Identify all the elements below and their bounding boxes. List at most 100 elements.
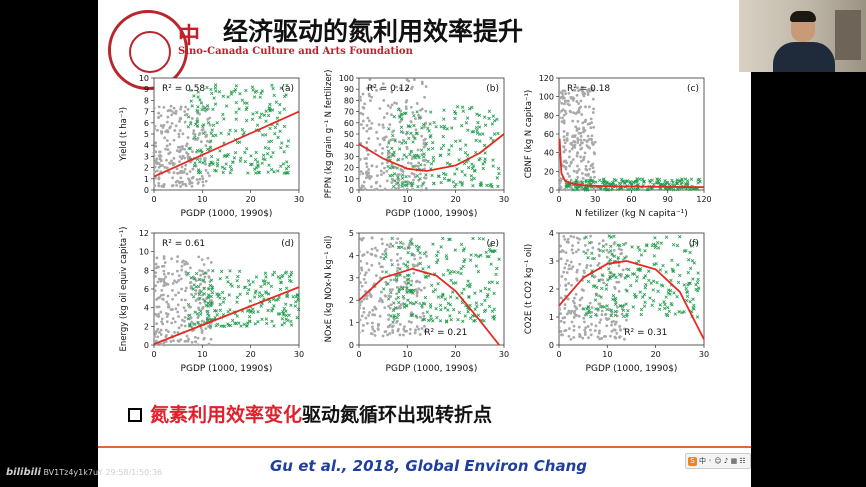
data-point [496,184,500,189]
data-point [582,307,586,311]
data-point [636,245,640,250]
data-point [577,108,581,112]
data-point [186,303,191,307]
data-point [165,300,169,304]
data-point [467,295,471,299]
data-point [395,166,399,170]
y-tick-label: 30 [344,152,354,161]
y-tick-label: 10 [139,74,149,83]
data-point [682,283,687,287]
x-tick-label: 90 [663,195,673,204]
data-point [200,319,204,323]
data-point [210,128,214,132]
data-point [404,263,408,267]
data-point [594,312,598,317]
data-point [490,122,495,126]
data-point [417,245,421,249]
data-point [638,290,642,294]
data-point [221,170,225,175]
data-point [373,329,377,333]
x-tick-label: 20 [246,195,256,204]
data-point [282,306,286,311]
data-point [269,139,274,144]
data-point [417,155,421,160]
data-point [201,180,205,184]
data-point [688,300,692,304]
data-point [213,315,217,320]
x-axis-label: PGDP (1000, 1990$) [386,364,478,374]
data-point [617,247,621,251]
data-point [173,330,177,334]
data-point [454,182,458,187]
data-point [193,135,197,140]
data-point [386,149,391,153]
data-point [254,289,258,293]
data-point [179,169,183,173]
data-point [444,172,448,177]
data-point [161,322,165,326]
data-point [460,183,464,187]
data-point [641,180,646,184]
data-point [402,333,405,337]
sogou-ime-icon[interactable]: S [688,456,697,466]
data-point [271,86,275,91]
data-point [362,126,365,130]
data-point [676,280,681,285]
data-point [474,301,479,305]
y-tick-label: 12 [139,229,149,238]
data-point [275,116,280,120]
data-point [650,303,654,307]
data-point [567,91,571,95]
data-point [455,167,459,171]
data-point [228,128,232,132]
data-point [559,296,563,300]
data-point [194,340,198,344]
x-tick-label: 0 [356,350,361,359]
data-point [381,300,384,304]
data-point [428,303,433,307]
data-point [642,304,647,308]
data-point [410,172,414,175]
data-point [164,328,168,332]
data-point [398,273,402,277]
data-point [405,130,409,135]
data-point [607,234,611,238]
data-point [153,170,157,174]
data-point [280,323,284,327]
data-point [195,120,199,124]
data-point [648,180,653,184]
ime-tool-icons[interactable]: ◦ ☺ ♪ ▦ ☷ [708,457,746,465]
data-point [202,292,207,296]
data-point [205,139,209,143]
data-point [201,128,205,131]
data-point [473,307,477,312]
data-point [161,163,164,167]
data-point [604,316,608,320]
data-point [571,98,575,102]
data-point [623,337,626,341]
data-point [469,178,474,182]
data-point [487,116,491,121]
y-tick-label: 6 [144,285,149,294]
data-point [166,330,170,333]
ime-toolbar[interactable]: S 中 ◦ ☺ ♪ ▦ ☷ [685,453,751,469]
data-point [160,317,164,321]
data-point [390,146,394,151]
x-tick-label: 10 [402,195,412,204]
data-point [420,134,424,138]
data-point [381,252,385,256]
data-point [404,174,408,179]
data-point [267,163,271,167]
data-point [582,250,586,253]
ime-mode-label[interactable]: 中 [699,457,706,465]
data-point [574,125,578,129]
data-point [193,310,197,314]
data-point [560,101,564,105]
data-point [614,178,618,183]
data-point [392,172,397,176]
data-point [399,113,403,117]
data-point [419,148,424,152]
data-point [171,163,175,167]
data-point [179,176,183,180]
data-point [579,105,582,109]
